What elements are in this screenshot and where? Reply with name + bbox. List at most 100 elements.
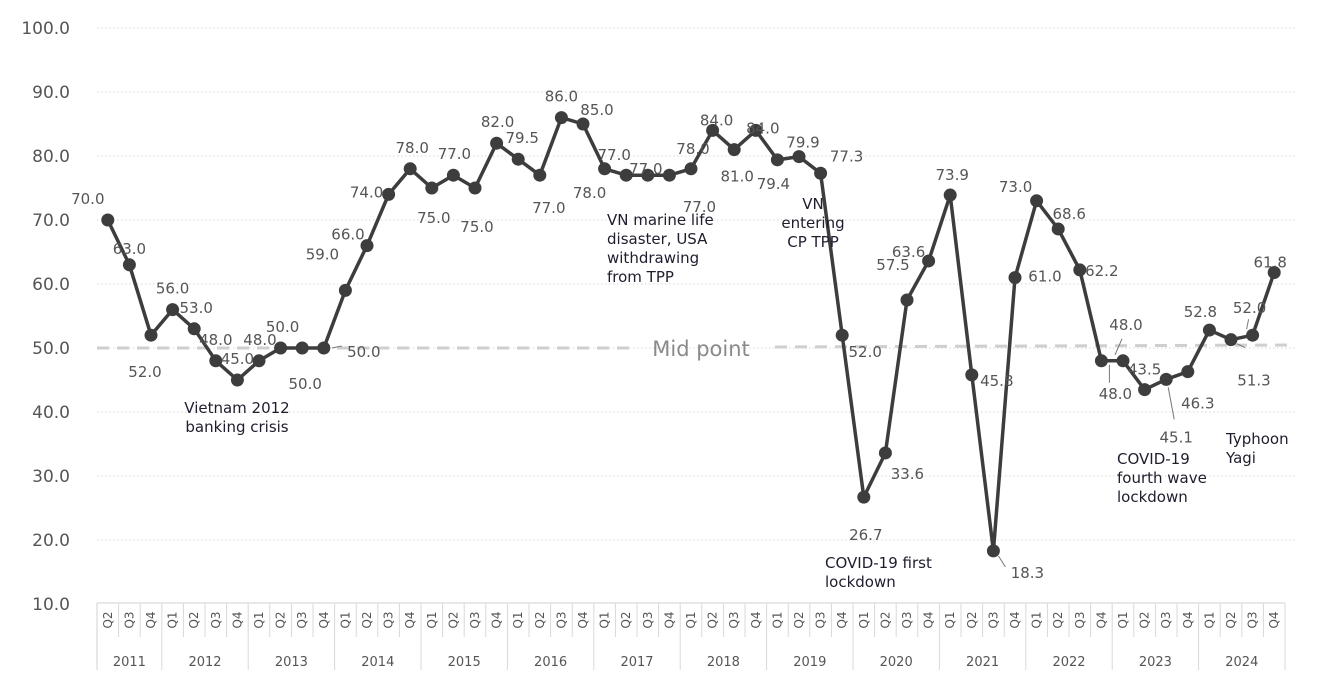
- data-label: 52.0: [128, 363, 161, 381]
- data-label: 77.0: [683, 198, 716, 216]
- data-label: 73.9: [935, 166, 968, 184]
- x-tick-quarter: Q3: [1073, 611, 1087, 628]
- x-tick-quarter: Q2: [446, 611, 460, 628]
- data-label: 18.3: [1011, 564, 1044, 582]
- annotation-text: banking crisis: [185, 418, 288, 436]
- x-tick-quarter: Q3: [641, 611, 655, 628]
- data-label: 57.5: [876, 256, 909, 274]
- data-point: [166, 303, 180, 317]
- data-point: [338, 283, 352, 297]
- data-label: 48.0: [1109, 316, 1142, 334]
- x-tick-quarter: Q3: [554, 611, 568, 628]
- data-label: 75.0: [460, 218, 493, 236]
- x-tick-quarter: Q1: [943, 611, 957, 628]
- data-point: [382, 187, 396, 201]
- data-label: 50.0: [266, 318, 299, 336]
- x-tick-quarter: Q2: [619, 611, 633, 628]
- data-point: [230, 373, 244, 387]
- data-label: 52.0: [848, 343, 881, 361]
- data-point: [425, 181, 439, 195]
- data-point: [1051, 222, 1065, 236]
- data-label: 82.0: [481, 113, 514, 131]
- data-label: 84.0: [746, 119, 779, 137]
- x-tick-quarter: Q3: [295, 611, 309, 628]
- leader-line: [997, 555, 1006, 568]
- x-tick-year: 2014: [361, 655, 394, 670]
- x-tick-year: 2016: [534, 655, 567, 670]
- y-tick-label: 30.0: [32, 467, 70, 487]
- x-tick-quarter: Q3: [814, 611, 828, 628]
- data-label: 33.6: [891, 465, 924, 483]
- x-tick-quarter: Q1: [338, 611, 352, 628]
- data-label: 50.0: [288, 375, 321, 393]
- x-tick-quarter: Q2: [1224, 611, 1238, 628]
- data-label: 81.0: [720, 168, 753, 186]
- data-point: [619, 168, 633, 182]
- data-label: 78.0: [676, 140, 709, 158]
- data-label: 78.0: [395, 139, 428, 157]
- data-point: [403, 162, 417, 176]
- data-point: [792, 150, 806, 164]
- leader-line: [1167, 387, 1175, 420]
- x-tick-year: 2018: [707, 655, 740, 670]
- data-point: [274, 341, 288, 355]
- data-point: [878, 446, 892, 460]
- annotation-text: lockdown: [1117, 488, 1188, 506]
- annotation-text: VN marine life: [607, 211, 714, 229]
- x-tick-year: 2012: [188, 655, 221, 670]
- data-label: 77.0: [597, 146, 630, 164]
- data-point: [814, 166, 828, 180]
- y-tick-label: 60.0: [32, 275, 70, 295]
- data-label: 56.0: [156, 280, 189, 298]
- data-label: 52.8: [1184, 303, 1217, 321]
- annotation-text: Yagi: [1225, 449, 1256, 467]
- data-label: 51.3: [1237, 372, 1270, 390]
- data-point: [965, 368, 979, 382]
- midpoint-label: Mid point: [652, 337, 750, 361]
- data-point: [511, 152, 525, 166]
- data-label: 79.4: [757, 175, 790, 193]
- x-tick-quarter: Q3: [1246, 611, 1260, 628]
- annotation-text: disaster, USA: [607, 230, 708, 248]
- data-point: [1246, 328, 1260, 342]
- data-label: 63.6: [892, 243, 925, 261]
- x-tick-quarter: Q4: [403, 611, 417, 628]
- data-point: [187, 322, 201, 336]
- x-tick-quarter: Q4: [1267, 611, 1281, 628]
- x-tick-year: 2020: [880, 655, 913, 670]
- data-point: [835, 328, 849, 342]
- annotation-text: fourth wave: [1117, 469, 1207, 487]
- y-tick-label: 20.0: [32, 531, 70, 551]
- data-point: [749, 123, 763, 137]
- x-tick-quarter: Q3: [468, 611, 482, 628]
- x-tick-year: 2011: [113, 655, 146, 670]
- x-tick-quarter: Q1: [425, 611, 439, 628]
- data-point: [144, 328, 158, 342]
- data-label: 68.6: [1052, 205, 1085, 223]
- data-point: [1116, 354, 1130, 368]
- data-label: 48.0: [1099, 385, 1132, 403]
- data-label: 48.0: [199, 331, 232, 349]
- x-tick-quarter: Q3: [1159, 611, 1173, 628]
- data-point: [295, 341, 309, 355]
- data-point: [1202, 323, 1216, 337]
- leader-line: [1236, 343, 1246, 349]
- data-label: 43.5: [1128, 361, 1161, 379]
- data-label: 45.8: [980, 372, 1013, 390]
- data-point: [446, 168, 460, 182]
- annotation-text: VN: [802, 195, 823, 213]
- data-label: 45.1: [1159, 428, 1192, 446]
- x-tick-quarter: Q3: [122, 611, 136, 628]
- data-label: 63.0: [113, 240, 146, 258]
- leader-line: [1114, 338, 1123, 356]
- data-point: [1008, 271, 1022, 285]
- y-tick-label: 100.0: [21, 19, 70, 39]
- data-label: 66.0: [331, 226, 364, 244]
- data-label: 79.5: [505, 129, 538, 147]
- data-label: 50.0: [347, 343, 380, 361]
- x-tick-quarter: Q4: [1181, 611, 1195, 628]
- annotation-text: CP TPP: [787, 233, 839, 251]
- x-tick-quarter: Q1: [1030, 611, 1044, 628]
- x-tick-quarter: Q1: [166, 611, 180, 628]
- data-point: [468, 181, 482, 195]
